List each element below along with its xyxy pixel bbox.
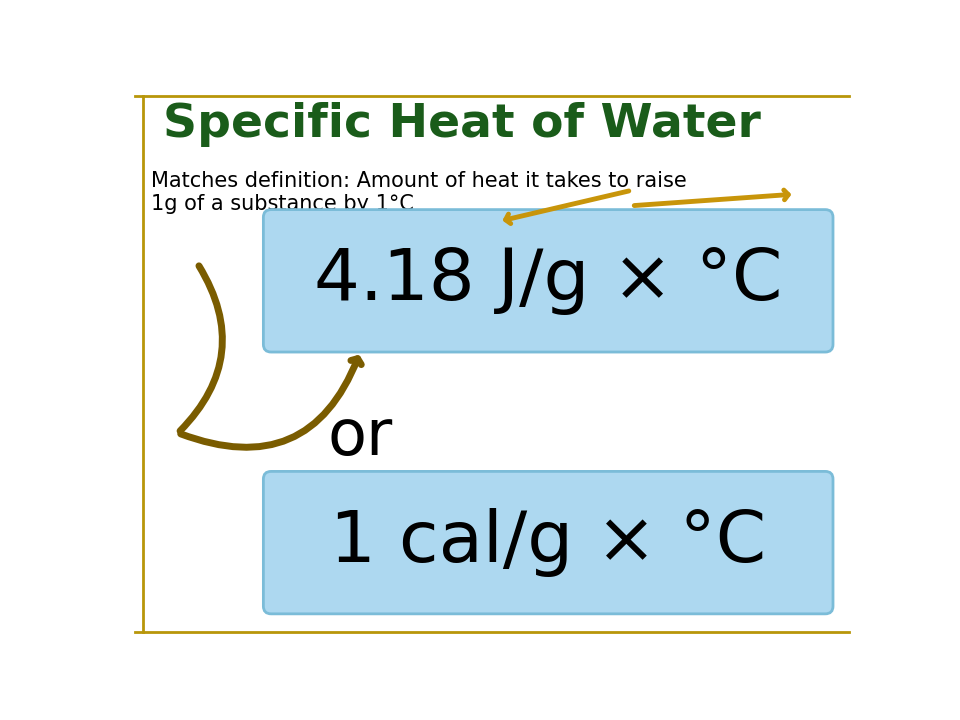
FancyBboxPatch shape — [263, 210, 833, 352]
Text: Matches definition: Amount of heat it takes to raise: Matches definition: Amount of heat it ta… — [151, 171, 686, 191]
Text: 1g of a substance by 1°C: 1g of a substance by 1°C — [151, 194, 414, 214]
Text: 4.18 J/g × °C: 4.18 J/g × °C — [314, 246, 782, 315]
Text: or: or — [327, 406, 393, 468]
Text: 1 cal/g × °C: 1 cal/g × °C — [330, 508, 766, 577]
Text: Specific Heat of Water: Specific Heat of Water — [162, 102, 760, 147]
FancyBboxPatch shape — [263, 472, 833, 614]
